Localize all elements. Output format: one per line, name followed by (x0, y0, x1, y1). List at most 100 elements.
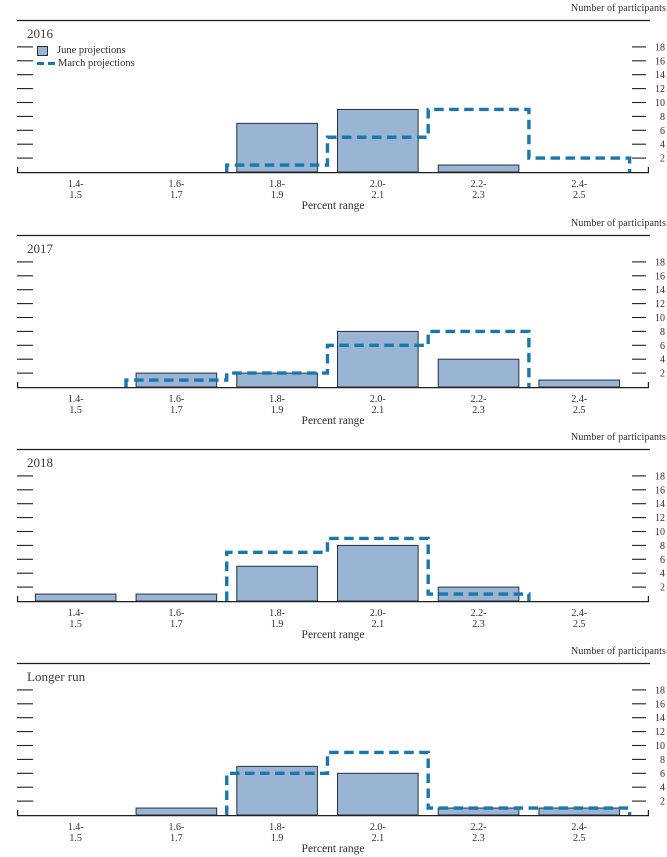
march-dash-swatch-icon (37, 61, 55, 66)
y-tick-label: 14 (655, 713, 665, 724)
legend-item-june: June projections (37, 44, 135, 57)
x-tick-label: 1.8- 1.9 (269, 822, 286, 844)
y-tick-label: 16 (655, 56, 665, 67)
y-tick-label: 4 (660, 569, 665, 580)
legend: June projections March projections (37, 44, 135, 70)
y-tick-label: 18 (655, 471, 665, 482)
y-tick-label: 6 (660, 769, 665, 780)
june-bar-swatch-icon (37, 45, 48, 56)
x-tick-label: 1.8- 1.9 (269, 394, 286, 416)
june-bar (337, 544, 419, 602)
y-tick-label: 18 (655, 257, 665, 268)
x-tick-label: 2.0- 2.1 (369, 394, 386, 416)
y-tick-label: 4 (660, 355, 665, 366)
y-tick-label: 10 (655, 527, 665, 538)
y-tick-label: 6 (660, 126, 665, 137)
march-dashed-step-line (225, 536, 531, 601)
y-tick-label: 2 (660, 154, 665, 165)
march-dashed-step-line (124, 329, 531, 387)
x-tick-label: 1.4- 1.5 (67, 822, 84, 844)
y-tick-label: 6 (660, 341, 665, 352)
x-tick-label: 1.8- 1.9 (269, 608, 286, 630)
june-bar (337, 108, 419, 173)
x-tick-label: 2.2- 2.3 (470, 179, 487, 201)
histogram-2018: 2 4 6 8 10 12 14 16 18 (17, 448, 665, 603)
june-bar (337, 330, 419, 388)
y-axis-title: Number of participants (571, 218, 666, 229)
y-tick-label: 12 (655, 513, 665, 524)
y-tick-label: 10 (655, 313, 665, 324)
x-axis-title: Percent range (301, 200, 365, 212)
x-tick-label: 1.6- 1.7 (168, 822, 185, 844)
x-tick-label: 1.4- 1.5 (67, 179, 84, 201)
y-tick-label: 12 (655, 84, 665, 95)
y-tick-label: 8 (660, 541, 665, 552)
panel-longer-run: Number of participants 2 4 6 8 10 12 14 16 18 Lo… (0, 643, 667, 857)
march-dashed-step-line (225, 750, 632, 815)
panel-2018: Number of participants 2 4 6 8 10 12 14 16 18 20… (0, 429, 667, 643)
x-tick-label: 2.0- 2.1 (369, 822, 386, 844)
june-bar (538, 379, 621, 388)
panel-title-2016: 2016 (27, 26, 53, 41)
x-tick-label: 1.6- 1.7 (168, 394, 185, 416)
y-tick-label: 2 (660, 797, 665, 808)
x-tick-label: 2.0- 2.1 (369, 608, 386, 630)
legend-item-march: March projections (37, 57, 135, 70)
y-axis-title: Number of participants (571, 646, 666, 657)
y-tick-label: 2 (660, 369, 665, 380)
x-tick-label: 2.4- 2.5 (571, 608, 588, 630)
y-tick-label: 10 (655, 741, 665, 752)
june-bar (236, 372, 318, 388)
histogram-2016: 2 4 6 8 10 12 14 16 18 (17, 19, 665, 174)
y-tick-label: 6 (660, 555, 665, 566)
june-bar (135, 372, 218, 388)
panel-title-2017: 2017 (27, 241, 53, 256)
x-axis-title: Percent range (301, 629, 365, 641)
x-tick-label: 1.8- 1.9 (269, 179, 286, 201)
histogram-2017: 2 4 6 8 10 12 14 16 18 (17, 234, 665, 389)
june-bar (135, 807, 218, 816)
y-tick-label: 14 (655, 285, 665, 296)
y-tick-label: 2 (660, 583, 665, 594)
x-axis-labels: 1.4- 1.5 1.6- 1.7 1.8- 1.9 2.0- 2.1 2.2- 2.3 2.4- 2… (0, 608, 667, 632)
x-axis-title: Percent range (301, 415, 365, 427)
x-axis-labels: 1.4- 1.5 1.6- 1.7 1.8- 1.9 2.0- 2.1 2.2- 2.3 2.4- 2… (0, 179, 667, 203)
y-tick-label: 16 (655, 271, 665, 282)
y-tick-label: 16 (655, 699, 665, 710)
x-tick-label: 2.0- 2.1 (369, 179, 386, 201)
panel-title-2018: 2018 (27, 455, 53, 470)
x-tick-label: 1.4- 1.5 (67, 608, 84, 630)
x-axis-labels: 1.4- 1.5 1.6- 1.7 1.8- 1.9 2.0- 2.1 2.2- 2.3 2.4- 2… (0, 822, 667, 846)
x-axis-title: Percent range (301, 843, 365, 855)
y-tick-label: 10 (655, 98, 665, 109)
x-tick-label: 2.4- 2.5 (571, 394, 588, 416)
y-axis-title: Number of participants (571, 432, 666, 443)
june-bar (34, 593, 117, 602)
y-tick-label: 16 (655, 485, 665, 496)
y-axis-title: Number of participants (571, 3, 666, 14)
x-tick-label: 1.4- 1.5 (67, 394, 84, 416)
june-bar (236, 122, 318, 173)
y-tick-label: 18 (655, 42, 665, 53)
y-tick-label: 14 (655, 70, 665, 81)
y-tick-label: 12 (655, 727, 665, 738)
panel-2017: Number of participants 2 4 6 8 10 12 14 16 18 20… (0, 215, 667, 429)
y-tick-label: 8 (660, 112, 665, 123)
panel-title-longer-run: Longer run (27, 669, 86, 684)
y-tick-label: 4 (660, 783, 665, 794)
x-tick-label: 2.2- 2.3 (470, 608, 487, 630)
x-tick-label: 2.2- 2.3 (470, 822, 487, 844)
legend-march-label: March projections (58, 58, 135, 69)
y-tick-label: 14 (655, 499, 665, 510)
panel-2016: Number of participants 2 4 6 8 10 12 14 16 18 20… (0, 0, 667, 215)
x-tick-label: 2.4- 2.5 (571, 822, 588, 844)
x-tick-label: 2.4- 2.5 (571, 179, 588, 201)
x-axis-labels: 1.4- 1.5 1.6- 1.7 1.8- 1.9 2.0- 2.1 2.2- 2.3 2.4- 2… (0, 394, 667, 418)
y-tick-label: 12 (655, 299, 665, 310)
x-tick-label: 1.6- 1.7 (168, 608, 185, 630)
legend-june-label: June projections (57, 45, 126, 56)
june-bar (437, 164, 520, 173)
x-tick-label: 1.6- 1.7 (168, 179, 185, 201)
june-bar (236, 565, 318, 602)
x-tick-label: 2.2- 2.3 (470, 394, 487, 416)
